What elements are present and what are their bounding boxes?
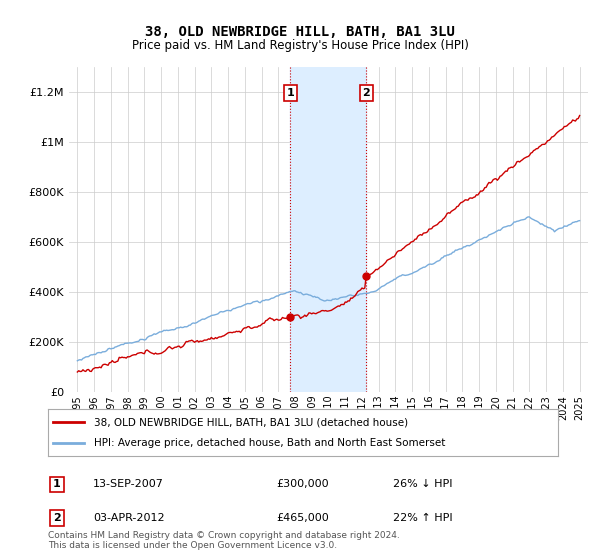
Text: 26% ↓ HPI: 26% ↓ HPI [393,479,452,489]
Text: 22% ↑ HPI: 22% ↑ HPI [393,513,452,523]
Text: £300,000: £300,000 [276,479,329,489]
Bar [290,67,366,392]
Text: Contains HM Land Registry data © Crown copyright and database right 2024.
This d: Contains HM Land Registry data © Crown c… [48,530,400,550]
Text: 1: 1 [53,479,61,489]
Text: 03-APR-2012: 03-APR-2012 [93,513,164,523]
Text: 13-SEP-2007: 13-SEP-2007 [93,479,164,489]
Text: 1: 1 [286,88,294,98]
Text: £465,000: £465,000 [276,513,329,523]
Text: 38, OLD NEWBRIDGE HILL, BATH, BA1 3LU: 38, OLD NEWBRIDGE HILL, BATH, BA1 3LU [145,25,455,39]
Text: Price paid vs. HM Land Registry's House Price Index (HPI): Price paid vs. HM Land Registry's House … [131,39,469,52]
Text: 2: 2 [362,88,370,98]
Text: HPI: Average price, detached house, Bath and North East Somerset: HPI: Average price, detached house, Bath… [94,438,445,448]
Text: 2: 2 [53,513,61,523]
Text: 38, OLD NEWBRIDGE HILL, BATH, BA1 3LU (detached house): 38, OLD NEWBRIDGE HILL, BATH, BA1 3LU (d… [94,417,408,427]
